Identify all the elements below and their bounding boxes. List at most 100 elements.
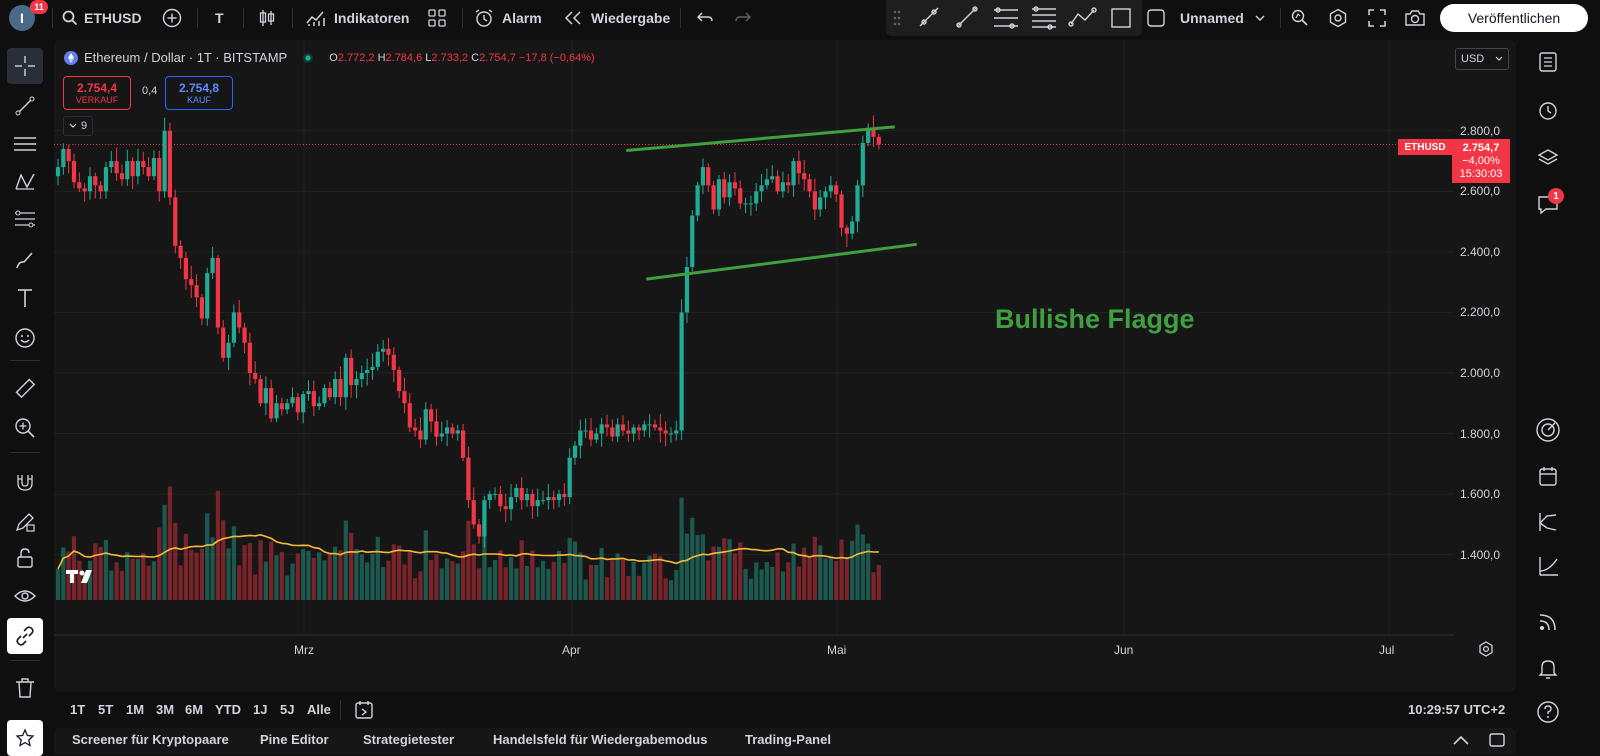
- buy-button[interactable]: 2.754,8 KAUF: [165, 76, 233, 110]
- chart-pane[interactable]: Ethereum / Dollar · 1T · BITSTAMP O2.772…: [54, 40, 1516, 692]
- trendline-tool[interactable]: [7, 88, 43, 124]
- target-icon: [1536, 418, 1560, 442]
- timeframe-button[interactable]: 6M: [185, 702, 204, 717]
- object-tree-button[interactable]: [1530, 140, 1566, 176]
- timeframe-button[interactable]: 3M: [156, 702, 175, 717]
- interval-button[interactable]: T: [215, 0, 224, 36]
- symbol-search-button[interactable]: ETHUSD: [62, 0, 142, 36]
- volume-bar: [114, 562, 119, 600]
- candle-body: [498, 494, 503, 507]
- brush-tool[interactable]: [7, 242, 43, 278]
- calendar-button[interactable]: [1530, 458, 1566, 494]
- timeframe-button[interactable]: 1J: [253, 702, 268, 717]
- candle-body: [492, 494, 498, 496]
- candle-body: [716, 179, 722, 210]
- emoji-tool[interactable]: [7, 320, 43, 356]
- tradingview-logo-icon: [66, 570, 92, 583]
- currency-dropdown[interactable]: USD: [1455, 48, 1509, 70]
- candle-body: [93, 176, 98, 186]
- zoom-in-icon: [15, 418, 35, 438]
- candle-body: [386, 348, 391, 355]
- snapshot-button[interactable]: [1404, 0, 1426, 36]
- candle-body: [620, 424, 626, 431]
- compare-button[interactable]: [162, 0, 182, 36]
- volume-bar: [269, 541, 274, 600]
- settings-button[interactable]: [1328, 0, 1348, 36]
- maximize-panel-button[interactable]: [1488, 732, 1506, 748]
- publish-button[interactable]: Veröffentlichen: [1440, 4, 1588, 32]
- pine-screener-button[interactable]: [1530, 548, 1566, 584]
- bottom-panel-tab[interactable]: Strategietester: [363, 732, 455, 747]
- zoom-tool[interactable]: [7, 410, 43, 446]
- layout-checkbox[interactable]: [1146, 0, 1166, 36]
- timeframe-bar: 1T 5T 1M 3M 6M YTD 1J 5J Alle 10:29:57 UTC+2: [54, 692, 1516, 728]
- candle-body: [119, 173, 125, 180]
- crosshair-tool[interactable]: [7, 48, 43, 84]
- candle-body: [130, 161, 135, 177]
- bottom-panel-tab[interactable]: Trading-Panel: [745, 732, 831, 747]
- notifications-button[interactable]: [1530, 650, 1566, 686]
- date-range-button[interactable]: [354, 699, 376, 721]
- layout-name-dropdown[interactable]: Unnamed: [1180, 0, 1266, 36]
- tradingview-logo[interactable]: [66, 567, 100, 585]
- flag-annotation-label[interactable]: Bullishe Flagge: [995, 304, 1195, 334]
- options-button[interactable]: [1530, 504, 1566, 540]
- volume-bar: [514, 568, 519, 600]
- brush-icon: [16, 252, 33, 269]
- fib-tool[interactable]: [7, 202, 43, 238]
- volume-bar: [738, 542, 743, 600]
- magnet-tool[interactable]: [7, 464, 43, 500]
- chart-type-button[interactable]: [258, 0, 276, 36]
- pattern-tool[interactable]: [7, 164, 43, 200]
- watchlist-button[interactable]: [1530, 44, 1566, 80]
- help-button[interactable]: [1530, 694, 1566, 730]
- timeframe-button[interactable]: Alle: [307, 702, 331, 717]
- bottom-panel-tab[interactable]: Screener für Kryptopaare: [72, 732, 229, 747]
- candle-body: [482, 500, 487, 537]
- redo-button[interactable]: [734, 0, 752, 36]
- price-chart[interactable]: [54, 40, 1516, 692]
- undo-button[interactable]: [696, 0, 714, 36]
- ideas-stream-button[interactable]: [1530, 604, 1566, 640]
- volume-bar: [866, 543, 871, 600]
- ruler-tool[interactable]: [7, 370, 43, 406]
- fullscreen-icon: [1368, 9, 1386, 27]
- sell-button[interactable]: 2.754,4 VERKAUF: [63, 76, 131, 110]
- indicators-button[interactable]: Indikatoren: [306, 0, 409, 36]
- replay-button[interactable]: Wiedergabe: [563, 0, 670, 36]
- indicators-collapse-toggle[interactable]: 9: [63, 116, 94, 136]
- timeframe-button[interactable]: 1M: [126, 702, 145, 717]
- horizontal-lines-tool[interactable]: [7, 126, 43, 162]
- remove-drawings-tool[interactable]: [7, 670, 43, 706]
- sync-drawings-tool[interactable]: [7, 618, 43, 654]
- timeframe-button[interactable]: 5T: [98, 702, 114, 717]
- lock-all-tool[interactable]: [7, 540, 43, 576]
- favorites-tool[interactable]: [7, 720, 43, 756]
- layers-icon: [1537, 149, 1559, 165]
- candle-body: [365, 369, 370, 373]
- chart-settings-button[interactable]: [1478, 641, 1494, 657]
- lock-drawing-tool[interactable]: [7, 504, 43, 540]
- templates-button[interactable]: [428, 0, 446, 36]
- text-tool[interactable]: [7, 280, 43, 316]
- bottom-panel-tab[interactable]: Pine Editor: [260, 732, 329, 747]
- timeframe-button[interactable]: 1T: [70, 702, 86, 717]
- clock-timezone[interactable]: 10:29:57 UTC+2: [1408, 702, 1506, 717]
- quick-search-button[interactable]: [1290, 0, 1310, 36]
- candle-body: [407, 403, 412, 428]
- volume-bar: [215, 490, 220, 600]
- legend-title[interactable]: Ethereum / Dollar · 1T · BITSTAMP: [84, 50, 288, 65]
- timeframe-button[interactable]: 5J: [280, 702, 295, 717]
- alarm-button[interactable]: Alarm: [474, 0, 542, 36]
- technicals-button[interactable]: [1530, 412, 1566, 448]
- volume-bar: [77, 560, 82, 600]
- bottom-panel-tab[interactable]: Handelsfeld für Wiedergabemodus: [493, 732, 708, 747]
- volume-bar: [146, 565, 151, 600]
- alerts-button[interactable]: [1530, 92, 1566, 128]
- volume-bar: [141, 552, 146, 600]
- expand-panel-button[interactable]: [1452, 734, 1470, 746]
- timeframe-button[interactable]: YTD: [215, 702, 241, 717]
- fullscreen-button[interactable]: [1368, 0, 1386, 36]
- volume-bar: [658, 556, 663, 600]
- hide-drawings-tool[interactable]: [7, 578, 43, 614]
